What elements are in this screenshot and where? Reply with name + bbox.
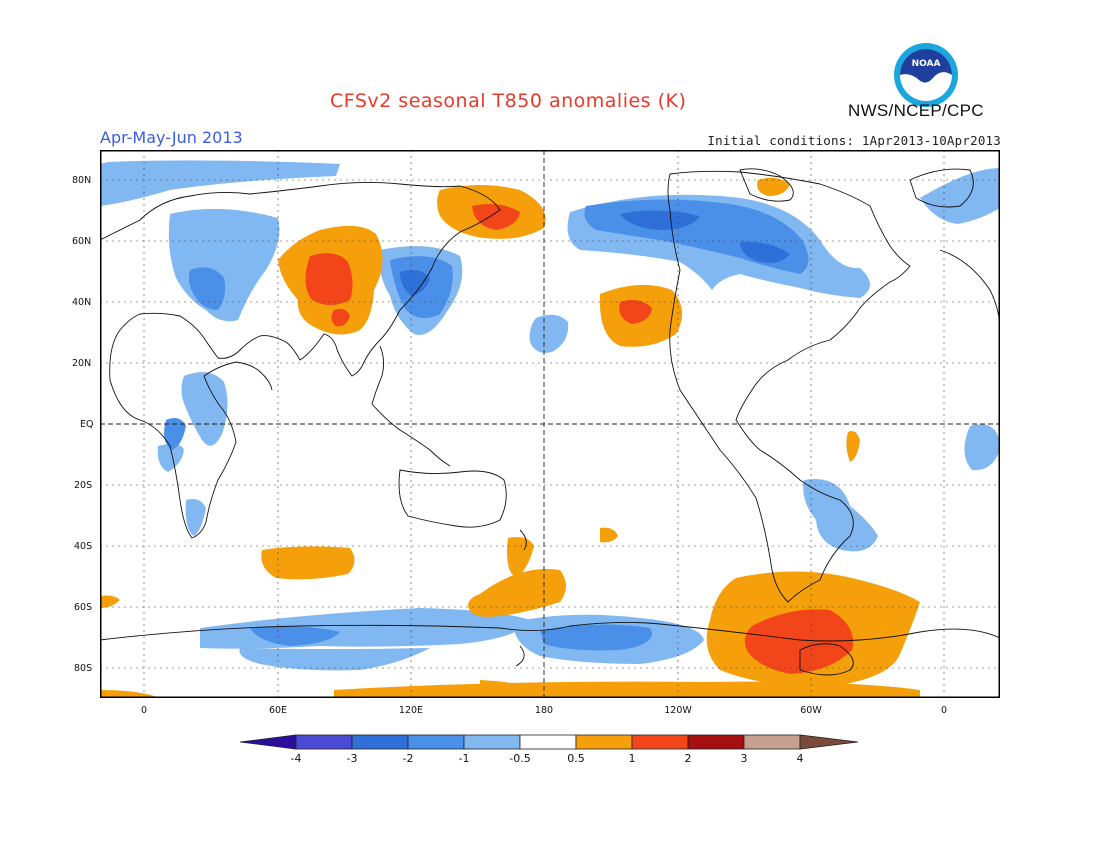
organization-label: NWS/NCEP/CPC	[848, 101, 984, 120]
colorbar-segment-6	[575, 734, 633, 750]
lon-label-180: 180	[534, 705, 554, 716]
colorbar-segment-4	[463, 734, 521, 750]
colorbar-segment-8	[687, 734, 745, 750]
season-label: Apr-May-Jun 2013	[100, 128, 243, 147]
lon-label-60e: 60E	[268, 705, 288, 716]
colorbar-segment-10	[799, 734, 859, 750]
lat-label-eq: EQ	[80, 419, 94, 430]
colorbar-label-0.5: 0.5	[567, 752, 585, 765]
lon-label-0: 0	[140, 705, 148, 716]
colorbar-label--2: -2	[402, 752, 414, 765]
cool-anomaly-strong	[400, 210, 790, 296]
lat-label-20n: 20N	[72, 358, 92, 369]
colorbar-label--3: -3	[346, 752, 358, 765]
reference-lines	[100, 150, 1000, 698]
colorbar	[239, 734, 859, 750]
colorbar-segment-7	[631, 734, 689, 750]
colorbar-label--1: -1	[458, 752, 470, 765]
lon-label-0-east: 0	[940, 705, 948, 716]
colorbar-segment-0	[239, 734, 297, 750]
colorbar-segment-5	[519, 734, 577, 750]
lat-label-60n: 60N	[72, 236, 92, 247]
chart-title: CFSv2 seasonal T850 anomalies (K)	[330, 90, 687, 112]
grid-lines	[100, 150, 1000, 698]
lon-label-60w: 60W	[800, 705, 822, 716]
colorbar-segment-9	[743, 734, 801, 750]
lat-label-40s: 40S	[74, 541, 93, 552]
lat-label-80s: 80S	[74, 663, 93, 674]
lat-label-40n: 40N	[72, 297, 92, 308]
logo-text: NOAA	[912, 59, 941, 69]
lon-label-120e: 120E	[398, 705, 424, 716]
colorbar-label-1: 1	[628, 752, 636, 765]
colorbar-label--4: -4	[290, 752, 302, 765]
initial-conditions-label: Initial conditions: 1Apr2013-10Apr2013	[707, 133, 1001, 148]
colorbar-segment-2	[351, 734, 409, 750]
colorbar-segment-3	[407, 734, 465, 750]
lat-label-20s: 20S	[74, 480, 93, 491]
anomaly-map	[100, 150, 1000, 698]
colorbar-label-4: 4	[796, 752, 804, 765]
colorbar-label-2: 2	[684, 752, 692, 765]
noaa-logo: NOAA	[893, 42, 959, 108]
lon-label-120w: 120W	[664, 705, 692, 716]
lat-label-80n: 80N	[72, 175, 92, 186]
lat-label-60s: 60S	[74, 602, 93, 613]
colorbar-label-3: 3	[740, 752, 748, 765]
warm-anomaly-cores	[305, 204, 854, 674]
colorbar-segment-1	[295, 734, 353, 750]
coastlines	[100, 168, 1000, 676]
colorbar-label--0.5: -0.5	[509, 752, 531, 765]
